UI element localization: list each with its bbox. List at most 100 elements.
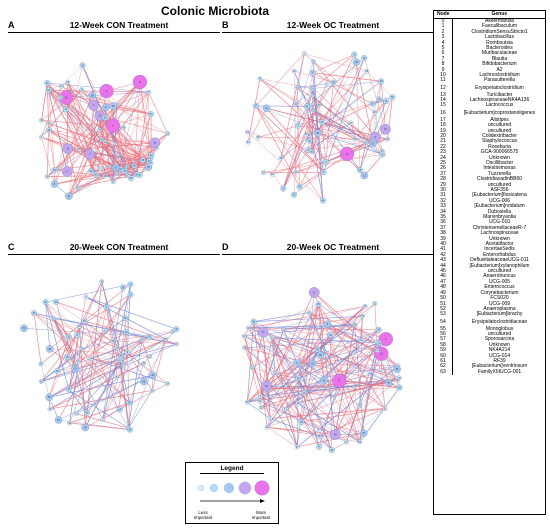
network-node-circle — [359, 429, 368, 437]
network-node-label: 41 — [295, 171, 298, 174]
table-row: 57 Sporosarcina — [434, 336, 546, 343]
network-edge — [48, 130, 55, 171]
network-edge — [271, 337, 347, 443]
network-node-circle — [93, 171, 100, 178]
network-node: 11 — [262, 104, 271, 112]
network-node-label: 23 — [80, 348, 83, 351]
node-number-cell: 16 — [434, 108, 453, 118]
network-node-label: 59 — [124, 317, 127, 320]
network-node-label: 51 — [150, 162, 153, 165]
network-edge — [317, 349, 398, 381]
network-node: 58 — [38, 361, 44, 367]
network-node-circle — [88, 99, 99, 111]
network-node-label: 39 — [40, 380, 43, 383]
network-node-label: 59 — [100, 138, 103, 141]
network-node-circle — [360, 313, 365, 319]
network-node: 42 — [45, 127, 52, 134]
network-node-label: 20 — [84, 426, 87, 429]
network-node: 27 — [148, 111, 155, 117]
network-node: 44 — [329, 429, 341, 440]
network-node-label: 48 — [103, 175, 106, 178]
network-node-circle — [372, 301, 378, 306]
node-number-cell: 22 — [434, 144, 453, 151]
network-node-label: 35 — [319, 354, 322, 357]
network-node: 13 — [360, 171, 369, 180]
network-node-label: 4 — [104, 329, 106, 332]
network-node-label: 57 — [114, 166, 117, 169]
network-node: 60 — [352, 136, 358, 142]
network-edge — [90, 139, 102, 172]
network-node-circle — [319, 197, 326, 204]
network-node-circle — [357, 439, 362, 445]
network-node-label: 49 — [68, 422, 71, 425]
network-node-label: 39 — [316, 349, 319, 352]
network-node-label: 62 — [305, 133, 308, 136]
network-node-label: 54 — [127, 174, 130, 177]
network-node: 53 — [124, 164, 130, 169]
network-node-label: 29 — [312, 60, 315, 63]
network-edge — [360, 339, 377, 342]
network-node-circle — [88, 91, 97, 100]
network-node-circle — [306, 310, 312, 316]
network-node-label: 26 — [378, 98, 381, 101]
network-edge — [293, 172, 324, 195]
network-edge — [324, 326, 400, 379]
network-node-label: 40 — [47, 123, 50, 126]
genus-name-cell: Faecalibaculum — [481, 23, 518, 30]
network-edge — [339, 329, 379, 381]
network-node-circle — [174, 341, 179, 347]
network-node-label: 30 — [329, 334, 332, 337]
network-edge — [313, 54, 355, 89]
network-node-circle — [62, 106, 69, 113]
network-node: 60 — [395, 377, 400, 383]
network-node: 5 — [38, 134, 44, 140]
network-edge — [41, 119, 150, 162]
network-node-circle — [293, 169, 299, 175]
network-node-circle — [131, 162, 138, 169]
network-node-label: 24 — [68, 195, 71, 198]
table-header-node: Node — [434, 11, 453, 19]
network-node-label: 9 — [112, 125, 114, 128]
network-node-label: 48 — [365, 70, 368, 73]
node-number-cell: 45 — [434, 268, 453, 275]
network-edge — [41, 343, 177, 382]
network-edge — [297, 83, 327, 88]
network-node-label: 6 — [77, 362, 79, 365]
network-node-circle — [132, 74, 148, 90]
network-node-circle — [311, 86, 316, 91]
network-node-label: 33 — [380, 353, 383, 356]
network-node: 39 — [378, 78, 385, 85]
node-number-cell: 50 — [434, 295, 453, 302]
genus-name-cell: uncultured — [487, 330, 512, 337]
network-edge — [248, 305, 366, 329]
table-row: 6 Muribaculaceae — [434, 51, 546, 57]
node-number-cell: 8 — [434, 61, 453, 68]
network-node-label: 63 — [133, 165, 136, 168]
table-header-genus: Genus — [452, 11, 546, 19]
network-edge — [295, 151, 383, 173]
table-row: 21 Staphylococcus — [434, 138, 546, 145]
network-node-label: 20 — [398, 377, 401, 380]
network-node: 23 — [328, 447, 335, 453]
network-node-circle — [119, 284, 126, 291]
network-node-circle — [301, 51, 307, 56]
network-edge — [45, 301, 118, 378]
network-node-circle — [305, 146, 312, 153]
network-node-circle — [309, 93, 315, 99]
network-node-circle — [332, 373, 347, 388]
network-node: 29 — [79, 87, 85, 93]
network-node-circle — [122, 315, 128, 322]
network-node-label: 20 — [311, 72, 314, 75]
network-edge — [128, 339, 166, 429]
table-row: 40 Acetatifactor — [434, 241, 546, 248]
network-edge — [308, 312, 398, 381]
network-edge — [247, 108, 267, 143]
node-number-cell: 60 — [434, 353, 453, 359]
network-node: 44 — [319, 197, 326, 204]
network-edge — [45, 301, 79, 363]
network-edge — [81, 340, 113, 350]
network-node-circle — [44, 174, 50, 179]
network-node-label: 0 — [100, 167, 102, 170]
network-node-label: 25 — [317, 303, 320, 306]
network-node-circle — [101, 103, 110, 112]
